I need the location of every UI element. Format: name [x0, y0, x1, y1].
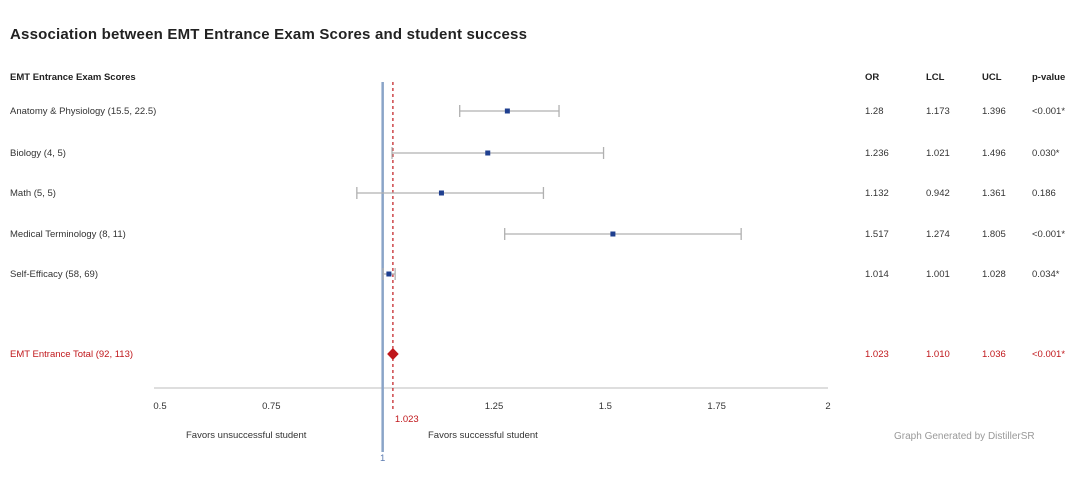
point-estimate	[386, 271, 392, 277]
study-label: Self-Efficacy (58, 69)	[10, 269, 98, 280]
study-label: Math (5, 5)	[10, 188, 56, 199]
col-header-or: OR	[865, 72, 879, 83]
or-value: 1.517	[865, 229, 889, 240]
study-label: Biology (4, 5)	[10, 148, 66, 159]
ucl-value: 1.805	[982, 229, 1006, 240]
total-lcl-value: 1.010	[926, 349, 950, 360]
row-header: EMT Entrance Exam Scores	[10, 72, 136, 83]
p-value: 0.186	[1032, 188, 1056, 199]
x-tick-label: 2	[825, 401, 830, 412]
x-tick-label: 1.75	[707, 401, 726, 412]
point-estimate	[438, 190, 444, 196]
col-header-ucl: UCL	[982, 72, 1002, 83]
p-value: <0.001*	[1032, 229, 1065, 240]
x-tick-label: 1.5	[599, 401, 612, 412]
study-row: Self-Efficacy (58, 69) 1.014 1.001 1.028 0.0…	[10, 268, 1060, 280]
total-p-value: <0.001*	[1032, 349, 1065, 360]
study-row: Medical Terminology (8, 11) 1.517 1.274 1.8…	[10, 228, 1065, 240]
total-row: EMT Entrance Total (92, 113) 1.023 1.010 1.…	[10, 348, 1065, 360]
lcl-value: 1.021	[926, 148, 950, 159]
x-axis: 0.5 0.75 1.25 1.5 1.75 2 1 1.023	[153, 82, 831, 464]
study-row: Anatomy & Physiology (15.5, 22.5) 1.28 1.1…	[10, 105, 1065, 117]
point-estimate	[485, 150, 491, 156]
lcl-value: 1.173	[926, 106, 950, 117]
p-value: <0.001*	[1032, 106, 1065, 117]
study-label: Anatomy & Physiology (15.5, 22.5)	[10, 106, 156, 117]
point-estimate	[610, 231, 616, 237]
ucl-value: 1.028	[982, 269, 1006, 280]
or-value: 1.014	[865, 269, 889, 280]
pooled-estimate-label: 1.023	[395, 414, 419, 425]
or-value: 1.236	[865, 148, 889, 159]
or-value: 1.28	[865, 106, 884, 117]
col-header-lcl: LCL	[926, 72, 945, 83]
favors-right-label: Favors successful student	[428, 430, 538, 441]
lcl-value: 1.001	[926, 269, 950, 280]
null-line-label: 1	[380, 453, 385, 464]
point-estimate	[504, 108, 510, 114]
ucl-value: 1.496	[982, 148, 1006, 159]
pooled-diamond	[387, 348, 399, 360]
p-value: 0.034*	[1032, 269, 1060, 280]
rows: Anatomy & Physiology (15.5, 22.5) 1.28 1.1…	[10, 105, 1065, 360]
lcl-value: 0.942	[926, 188, 950, 199]
ucl-value: 1.361	[982, 188, 1006, 199]
or-value: 1.132	[865, 188, 889, 199]
credit-text: Graph Generated by DistillerSR	[894, 431, 1035, 442]
col-header-pvalue: p-value	[1032, 72, 1065, 83]
total-label: EMT Entrance Total (92, 113)	[10, 349, 133, 360]
favors-left-label: Favors unsuccessful student	[186, 430, 307, 441]
ucl-value: 1.396	[982, 106, 1006, 117]
lcl-value: 1.274	[926, 229, 950, 240]
total-ucl-value: 1.036	[982, 349, 1006, 360]
total-or-value: 1.023	[865, 349, 889, 360]
chart-title: Association between EMT Entrance Exam Sc…	[10, 26, 528, 43]
x-tick-label: 0.5	[153, 401, 166, 412]
study-label: Medical Terminology (8, 11)	[10, 229, 126, 240]
x-tick-label: 1.25	[485, 401, 504, 412]
x-tick-label: 0.75	[262, 401, 281, 412]
study-row: Math (5, 5) 1.132 0.942 1.361 0.186	[10, 187, 1056, 199]
study-row: Biology (4, 5) 1.236 1.021 1.496 0.030*	[10, 147, 1060, 159]
p-value: 0.030*	[1032, 148, 1060, 159]
